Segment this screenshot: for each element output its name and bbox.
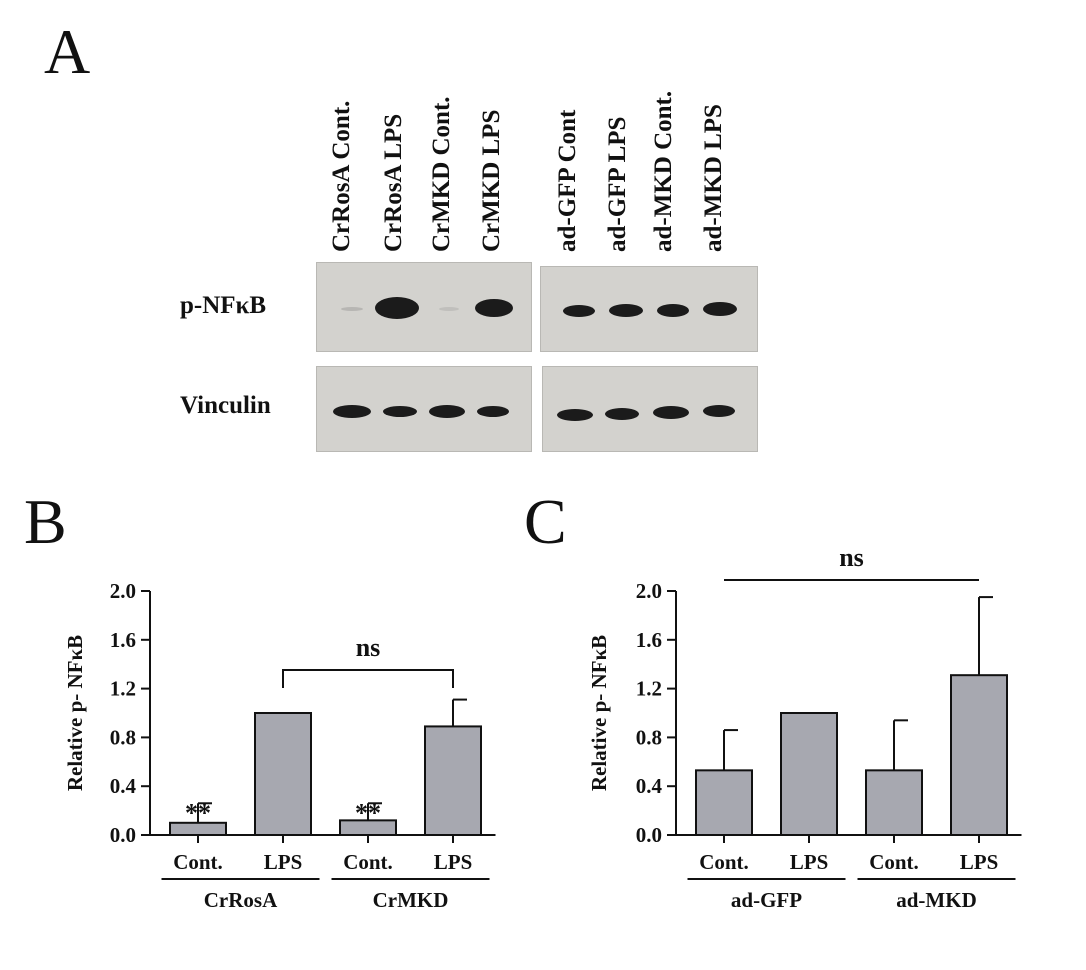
blot-membrane bbox=[316, 366, 532, 452]
bar bbox=[424, 725, 482, 836]
x-category-label: Cont. bbox=[173, 850, 223, 874]
blot-band bbox=[609, 304, 643, 317]
blot-band bbox=[703, 302, 737, 316]
y-tick-label: 0.4 bbox=[110, 774, 137, 798]
panel-a-letter: A bbox=[44, 16, 91, 87]
lane-label: ad-GFP Cont bbox=[554, 109, 581, 252]
group-label: CrMKD bbox=[373, 888, 449, 912]
significance-stars: ** bbox=[355, 798, 381, 827]
blot-membrane bbox=[316, 262, 532, 352]
blot-band bbox=[333, 405, 371, 418]
panel-b-letter: B bbox=[24, 486, 67, 557]
significance-label: ns bbox=[839, 543, 864, 572]
blot-band bbox=[477, 406, 509, 417]
lane-label: CrMKD Cont. bbox=[428, 96, 455, 252]
significance-stars: ** bbox=[185, 798, 211, 827]
x-category-label: Cont. bbox=[699, 850, 749, 874]
blot-membrane bbox=[542, 366, 758, 452]
x-category-label: Cont. bbox=[343, 850, 393, 874]
y-tick-label: 2.0 bbox=[110, 579, 136, 603]
y-tick-label: 1.6 bbox=[636, 628, 662, 652]
y-axis-label: Relative p- NFκB bbox=[63, 635, 87, 791]
y-axis-label: Relative p- NFκB bbox=[587, 635, 611, 791]
row-label-vinculin: Vinculin bbox=[180, 392, 271, 419]
blot-band bbox=[563, 305, 595, 317]
significance-bracket bbox=[282, 669, 454, 688]
group-label: CrRosA bbox=[204, 888, 278, 912]
blot-membrane bbox=[540, 266, 758, 352]
x-category-label: LPS bbox=[264, 850, 303, 874]
bar bbox=[950, 674, 1008, 836]
lane-label: ad-MKD LPS bbox=[700, 104, 727, 252]
lane-label: CrMKD LPS bbox=[478, 109, 505, 252]
blot-band bbox=[703, 405, 735, 417]
lane-label: ad-MKD Cont. bbox=[650, 90, 677, 252]
y-tick-label: 1.2 bbox=[110, 677, 136, 701]
bar bbox=[865, 769, 923, 836]
bar-chart-c: 0.0 0.4 0.8 1.2 1.6 2.0 Relative p- NFκB Cont. L… bbox=[587, 543, 1022, 912]
blot-band bbox=[475, 299, 513, 317]
blot-band bbox=[341, 307, 363, 311]
y-tick-label: 0.8 bbox=[110, 725, 136, 749]
blot-band bbox=[653, 406, 689, 419]
lane-label: CrRosA LPS bbox=[380, 113, 407, 252]
bar bbox=[695, 769, 753, 836]
blot-band bbox=[657, 304, 689, 317]
blot-band bbox=[429, 405, 465, 418]
y-tick-label: 0.8 bbox=[636, 725, 662, 749]
x-category-label: Cont. bbox=[869, 850, 919, 874]
y-tick-label: 1.6 bbox=[110, 628, 136, 652]
significance-label: ns bbox=[356, 633, 381, 662]
x-category-label: LPS bbox=[790, 850, 829, 874]
bar-chart-b: 0.0 0.4 0.8 1.2 1.6 2.0 Relative p- NFκB ** Cont… bbox=[63, 579, 496, 912]
y-tick-label: 2.0 bbox=[636, 579, 662, 603]
group-label: ad-GFP bbox=[731, 888, 802, 912]
panel-c-letter: C bbox=[524, 486, 567, 557]
lane-label: ad-GFP LPS bbox=[604, 116, 631, 252]
y-tick-label: 0.4 bbox=[636, 774, 663, 798]
y-tick-label: 0.0 bbox=[110, 823, 136, 847]
blot-band bbox=[383, 406, 417, 417]
y-tick-label: 1.2 bbox=[636, 677, 662, 701]
blot-band bbox=[605, 408, 639, 420]
bar bbox=[254, 712, 312, 836]
row-label-p-nfkb: p-NFκB bbox=[180, 292, 267, 319]
bar bbox=[780, 712, 838, 836]
blot-band bbox=[557, 409, 593, 421]
y-tick-label: 0.0 bbox=[636, 823, 662, 847]
blot-band bbox=[439, 307, 459, 311]
lane-label: CrRosA Cont. bbox=[328, 100, 355, 252]
group-label: ad-MKD bbox=[896, 888, 977, 912]
x-category-label: LPS bbox=[434, 850, 473, 874]
blot-band bbox=[375, 297, 419, 319]
x-category-label: LPS bbox=[960, 850, 999, 874]
